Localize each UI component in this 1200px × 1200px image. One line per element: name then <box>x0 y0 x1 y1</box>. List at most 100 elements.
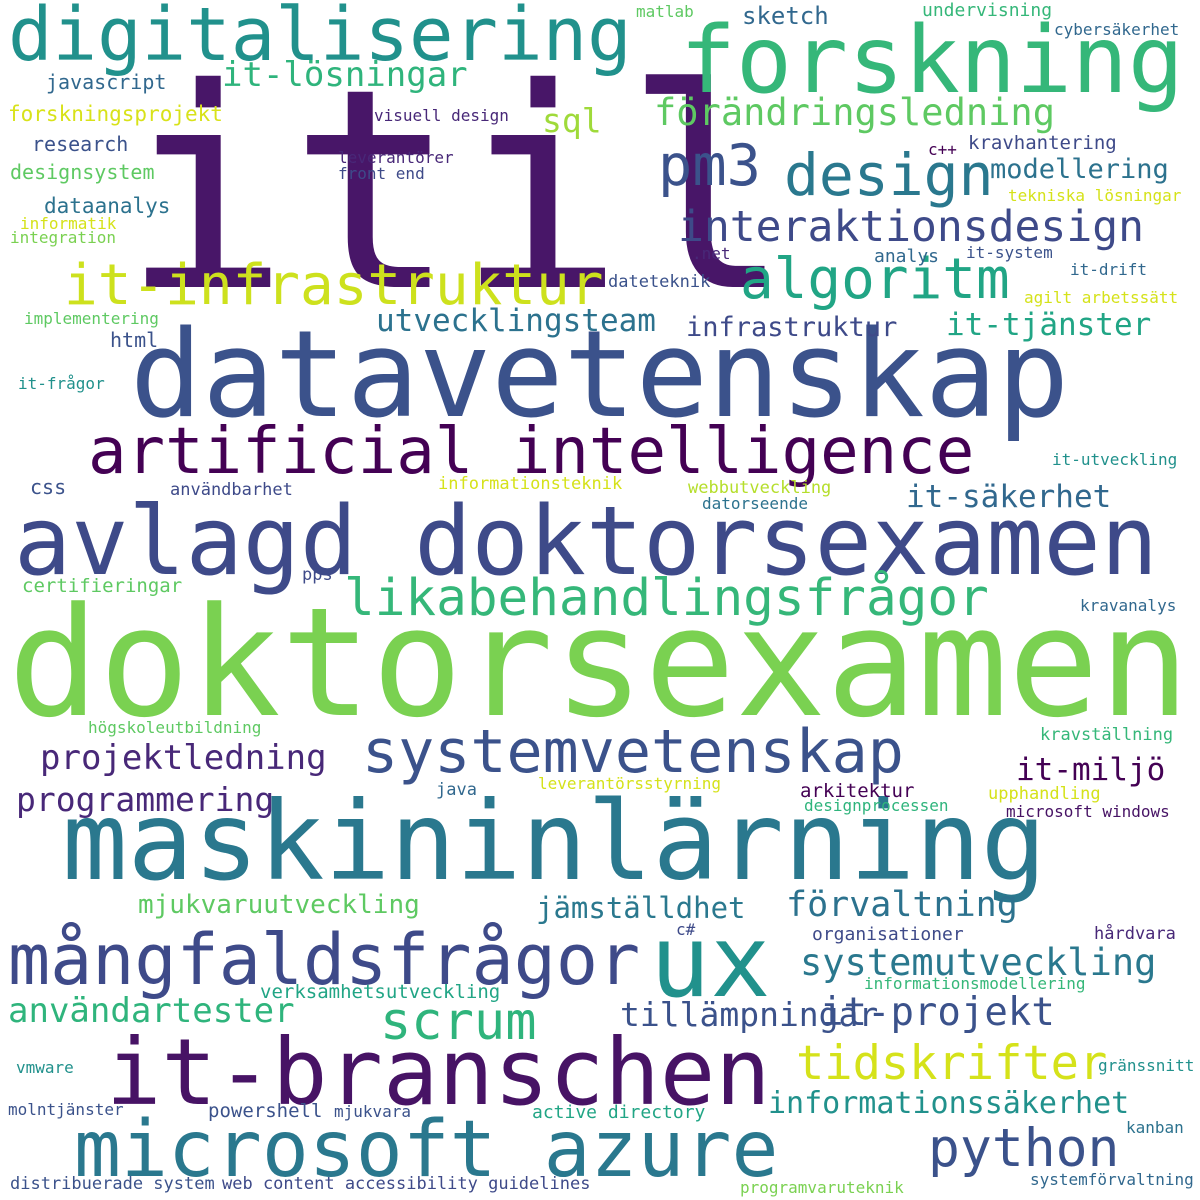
word-microsoft-windows: microsoft windows <box>1006 802 1170 821</box>
word-matlab: matlab <box>636 2 694 21</box>
word-active-directory: active directory <box>532 1102 706 1123</box>
word-gransnitt: gränssnitt <box>1098 1056 1195 1075</box>
word-tillampningar: tillämpningar <box>620 995 879 1034</box>
word-it-fragor: it-frågor <box>18 374 105 393</box>
word-informatik: informatik <box>20 214 117 233</box>
word-upphandling: upphandling <box>988 784 1101 804</box>
word-it-infrastruktur: it-infrastruktur <box>64 253 604 318</box>
word-java: java <box>436 780 477 800</box>
word-mjukvara: mjukvara <box>334 1102 412 1121</box>
word-microsoft-azure: microsoft azure <box>74 1105 779 1195</box>
word-cybersakerhet: cybersäkerhet <box>1054 20 1180 39</box>
word-it-system: it-system <box>966 243 1053 262</box>
word-web-content-accessibility-guidelines: web content accessibility guidelines <box>222 1174 591 1194</box>
word-anvandbarhet: användbarhet <box>170 480 293 500</box>
word-verksamhetsutveckling: verksamhetsutveckling <box>260 981 501 1003</box>
word-molntjanster: molntjänster <box>8 1100 124 1119</box>
word-forskning: forskning <box>680 6 1184 114</box>
word-design: design <box>784 141 994 209</box>
word-sketch: sketch <box>742 2 829 30</box>
word-programmering: programmering <box>16 780 275 819</box>
word-scrum: scrum <box>380 992 537 1052</box>
word-dataanalys: dataanalys <box>44 194 171 218</box>
word-tidskrifter: tidskrifter <box>796 1036 1108 1091</box>
word-powershell: powershell <box>208 1100 323 1122</box>
word-digitalisering: digitalisering <box>8 0 632 78</box>
word-forvaltning: förvaltning <box>786 885 1018 925</box>
word-pm3: pm3 <box>658 133 761 199</box>
word-likabehandlingsfragor: likabehandlingsfrågor <box>344 569 989 628</box>
word-designsystem: designsystem <box>10 160 155 184</box>
word-kravstallning: kravställning <box>1040 725 1174 745</box>
word-leverantorsstyrning: leverantörsstyrning <box>538 774 722 793</box>
word-hardvara: hårdvara <box>1094 924 1176 944</box>
word-interaktionsdesign: interaktionsdesign <box>678 202 1144 252</box>
word-it-branschen: it-branschen <box>106 1019 771 1126</box>
word-maskininlarning: maskininlärning <box>62 778 1047 905</box>
word-sql: sql <box>542 101 602 140</box>
word-tekniska-losningar: tekniska lösningar <box>1008 186 1182 205</box>
word-mangfaldsfragor: mångfaldsfrågor <box>8 919 641 1001</box>
word-integration: integration <box>10 228 116 247</box>
word-front-end: front end <box>338 164 425 183</box>
word-it-tjanster: it-tjänster <box>946 307 1152 343</box>
word-arkitektur: arkitektur <box>800 780 915 802</box>
word-it-miljo: it-miljö <box>1016 752 1166 788</box>
word-projektledning: projektledning <box>40 738 327 778</box>
word-informationsmodellering: informationsmodellering <box>864 974 1086 993</box>
word-ux: ux <box>650 903 771 1020</box>
word-it-sakerhet: it-säkerhet <box>906 479 1112 515</box>
word-it-losningar: it-lösningar <box>222 55 468 95</box>
word-jamstalldhet: jämställdhet <box>536 891 746 925</box>
word-analys: analys <box>874 246 940 267</box>
word-visuell-design: visuell design <box>374 106 509 125</box>
word-modellering: modellering <box>990 154 1169 185</box>
word-informationsteknik: informationsteknik <box>438 474 623 494</box>
word-javascript: javascript <box>46 70 167 94</box>
word-certifieringar: certifieringar <box>22 575 183 597</box>
word-kanban: kanban <box>1126 1118 1184 1137</box>
word-python: python <box>928 1118 1120 1179</box>
word-implementering: implementering <box>24 309 159 328</box>
word-vmware: vmware <box>16 1058 74 1077</box>
word-html: html <box>110 328 159 352</box>
word-distribuerade-system: distribuerade system <box>10 1174 215 1194</box>
word-datavetenskap: datavetenskap <box>130 306 1070 445</box>
word-artificial-intelligence: artificial intelligence <box>88 415 975 489</box>
word-itil: itil <box>122 29 792 353</box>
word-research: research <box>32 132 129 156</box>
word-organisationer: organisationer <box>812 924 964 945</box>
word-hogskoleutbildning: högskoleutbildning <box>88 718 262 737</box>
word-avlagd-doktorsexamen: avlagd doktorsexamen <box>14 487 1158 597</box>
word-agilt-arbetssatt: agilt arbetssätt <box>1024 288 1179 307</box>
word-css: css <box>30 475 67 499</box>
word-dateteknik: dateteknik <box>608 272 711 292</box>
word-forskningsprojekt: forskningsprojekt <box>8 102 223 126</box>
word-datorseende: datorseende <box>702 494 808 513</box>
word-utvecklingsteam: utvecklingsteam <box>376 303 656 339</box>
word-webbutveckling: webbutveckling <box>688 478 832 498</box>
word-cpp: c++ <box>928 140 957 159</box>
word-csharp: c# <box>676 920 696 939</box>
word-doktorsexamen: doktorsexamen <box>8 575 1190 751</box>
word-it-drift: it-drift <box>1070 260 1148 279</box>
word-kravanalys: kravanalys <box>1080 596 1177 615</box>
word-undervisning: undervisning <box>922 0 1053 21</box>
word-programvaruteknik: programvaruteknik <box>740 1178 904 1197</box>
word-systemforvaltning: systemförvaltning <box>1030 1170 1194 1189</box>
word-mjukvaruutveckling: mjukvaruutveckling <box>138 890 420 920</box>
word-anvandartester: användartester <box>8 991 295 1031</box>
word-informationssakerhet: informationssäkerhet <box>768 1086 1130 1121</box>
word-systemvetenskap: systemvetenskap <box>362 717 904 787</box>
word-systemutveckling: systemutveckling <box>800 941 1157 984</box>
word-infrastruktur: infrastruktur <box>686 312 898 343</box>
word-leverantorer: leverantörer <box>338 148 454 167</box>
word-pps: pps <box>302 565 333 585</box>
word-it-utveckling: it-utveckling <box>1052 450 1178 469</box>
word-kravhantering: kravhantering <box>968 132 1117 154</box>
word-net: .net <box>692 244 731 263</box>
word-it-projekt: it-projekt <box>820 990 1055 1035</box>
word-algoritm: algoritm <box>740 247 1010 312</box>
word-designprocessen: designprocessen <box>804 796 949 815</box>
